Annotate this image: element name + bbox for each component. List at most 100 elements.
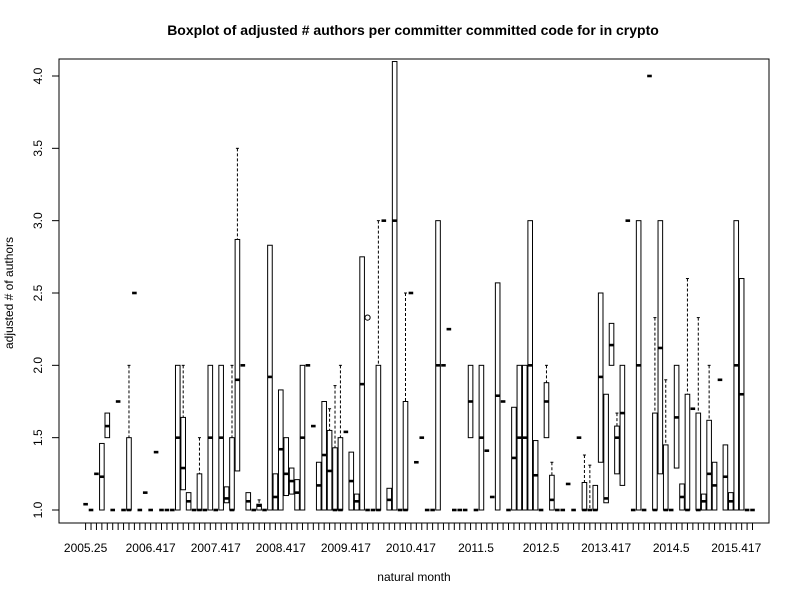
box-iqr bbox=[706, 419, 712, 511]
box-4 bbox=[99, 442, 105, 511]
box-51 bbox=[353, 493, 360, 511]
y-tick-label: 3.5 bbox=[31, 140, 45, 157]
box-45 bbox=[321, 400, 327, 511]
box-35 bbox=[267, 244, 273, 511]
box-57 bbox=[386, 487, 393, 511]
box-iqr bbox=[375, 364, 382, 511]
x-tick-label: 2015.417 bbox=[711, 541, 761, 555]
box-122 bbox=[738, 278, 745, 511]
box-iqr bbox=[391, 61, 398, 511]
y-tick-label: 4.0 bbox=[31, 67, 45, 84]
box-52 bbox=[359, 256, 365, 511]
box-iqr bbox=[619, 364, 626, 486]
box-iqr bbox=[603, 393, 609, 504]
box-iqr bbox=[684, 393, 691, 511]
x-tick-label: 2013.417 bbox=[581, 541, 631, 555]
box-iqr bbox=[229, 437, 235, 511]
box-119 bbox=[722, 444, 729, 511]
box-93 bbox=[581, 454, 588, 512]
box-iqr bbox=[272, 473, 279, 511]
box-31 bbox=[245, 492, 252, 511]
box-iqr bbox=[652, 412, 658, 511]
box-87 bbox=[549, 461, 555, 511]
box-97 bbox=[603, 393, 609, 504]
box-iqr bbox=[581, 482, 588, 511]
box-58 bbox=[391, 61, 398, 511]
box-116 bbox=[706, 364, 712, 511]
x-tick-label: 2010.417 bbox=[386, 541, 436, 555]
box-22 bbox=[196, 437, 203, 512]
box-66 bbox=[435, 220, 441, 511]
box-iqr bbox=[592, 484, 599, 511]
box-26 bbox=[218, 364, 224, 511]
x-tick-label: 2012.5 bbox=[523, 541, 560, 555]
y-axis-label: adjusted # of authors bbox=[2, 237, 16, 349]
box-95 bbox=[592, 484, 599, 512]
box-5 bbox=[104, 412, 111, 439]
y-tick-label: 3.0 bbox=[31, 212, 45, 229]
box-106 bbox=[652, 317, 658, 512]
box-74 bbox=[478, 364, 485, 511]
x-tick-label: 2005.25 bbox=[64, 541, 108, 555]
y-tick-label: 1.0 bbox=[31, 501, 45, 518]
box-99 bbox=[614, 412, 620, 475]
box-iqr bbox=[614, 425, 620, 475]
box-96 bbox=[597, 292, 604, 463]
box-38 bbox=[283, 437, 290, 497]
box-120 bbox=[728, 492, 734, 511]
x-tick-label: 2011.5 bbox=[458, 541, 494, 555]
box-iqr bbox=[196, 473, 203, 511]
y-tick-label: 1.5 bbox=[31, 429, 45, 446]
box-33 bbox=[256, 499, 262, 511]
box-115 bbox=[700, 493, 707, 511]
box-81 bbox=[516, 364, 523, 511]
x-axis: 2005.25 2006.417 2007.417 2008.417 2009.417 2… bbox=[64, 522, 762, 555]
box-44 bbox=[315, 461, 322, 511]
box-117 bbox=[711, 461, 718, 511]
box-108 bbox=[662, 379, 669, 512]
x-tick-label: 2006.417 bbox=[126, 541, 176, 555]
chart-title: Boxplot of adjusted # authors per commit… bbox=[167, 22, 659, 38]
box-60 bbox=[402, 292, 409, 512]
box-24 bbox=[207, 364, 214, 511]
box-53 bbox=[364, 314, 371, 512]
box-36 bbox=[272, 473, 279, 511]
box-50 bbox=[348, 451, 355, 511]
box-80 bbox=[511, 406, 517, 511]
box-55 bbox=[375, 220, 382, 512]
y-tick-label: 2.5 bbox=[31, 284, 45, 301]
box-100 bbox=[619, 364, 626, 486]
box-20 bbox=[185, 492, 192, 511]
box-iqr bbox=[543, 382, 550, 439]
box-72 bbox=[467, 364, 474, 439]
box-46 bbox=[326, 408, 333, 511]
box-39 bbox=[288, 467, 295, 495]
box-iqr bbox=[294, 479, 300, 511]
box-iqr bbox=[234, 238, 241, 472]
x-tick-label: 2008.417 bbox=[256, 541, 306, 555]
box-37 bbox=[277, 389, 284, 511]
box-27 bbox=[223, 486, 230, 504]
y-tick-label: 2.0 bbox=[31, 357, 45, 374]
x-tick-label: 2009.417 bbox=[321, 541, 371, 555]
box-iqr bbox=[337, 437, 344, 511]
x-tick-label: 2014.5 bbox=[653, 541, 690, 555]
box-19 bbox=[180, 364, 186, 491]
box-18 bbox=[174, 364, 181, 511]
box-47 bbox=[332, 385, 338, 512]
x-tick-label: 2007.417 bbox=[191, 541, 241, 555]
box-103 bbox=[635, 220, 642, 511]
box-83 bbox=[527, 220, 534, 511]
box-9 bbox=[126, 364, 132, 512]
box-iqr bbox=[695, 412, 702, 511]
box-94 bbox=[587, 464, 593, 512]
box-29 bbox=[234, 147, 241, 472]
box-iqr bbox=[549, 474, 555, 511]
outlier bbox=[364, 314, 371, 321]
box-111 bbox=[679, 483, 685, 511]
box-iqr bbox=[126, 437, 132, 511]
box-84 bbox=[532, 440, 539, 511]
box-98 bbox=[608, 322, 615, 366]
box-77 bbox=[494, 282, 501, 511]
box-107 bbox=[657, 220, 664, 475]
